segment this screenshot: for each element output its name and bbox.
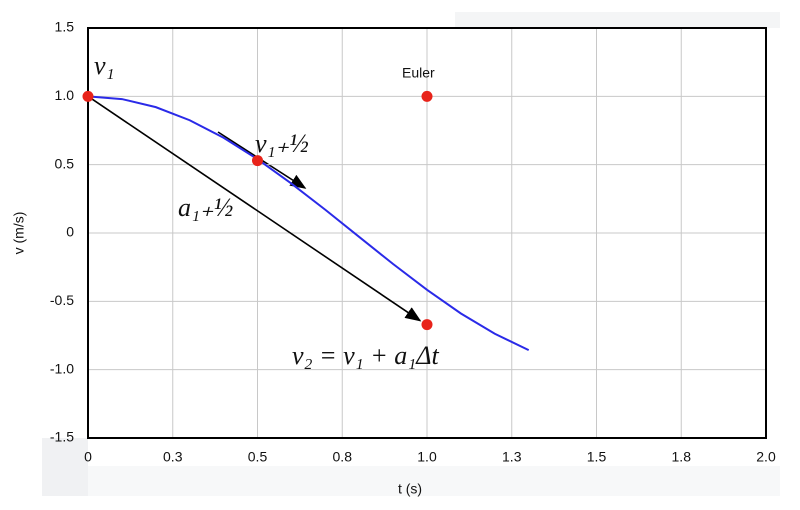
y-tick-label: 0.5 <box>55 155 75 171</box>
x-tick-label: 1.0 <box>417 449 437 465</box>
y-tick-label: -0.5 <box>50 292 74 308</box>
point <box>252 155 263 167</box>
annotation: v₁₊½ <box>255 129 309 158</box>
x-axis-label: t (s) <box>398 481 422 497</box>
x-tick-label: 0 <box>84 449 92 465</box>
point <box>421 90 433 102</box>
y-tick-label: -1.5 <box>50 429 74 445</box>
y-axis-label: v (m/s) <box>11 212 27 255</box>
y-tick-label: 1.0 <box>55 87 75 103</box>
x-tick-label: 2.0 <box>756 449 776 465</box>
annotation: v₂ = v₁ + a₁Δt <box>292 341 440 370</box>
point <box>421 319 433 331</box>
x-tick-label: 1.3 <box>502 449 522 465</box>
annotation: Euler <box>402 65 435 81</box>
background <box>455 12 780 28</box>
plot-frame <box>87 27 767 439</box>
x-tick-label: 1.8 <box>672 449 692 465</box>
y-tick-label: 1.5 <box>55 19 75 35</box>
background <box>88 466 780 496</box>
y-tick-label: 0 <box>66 224 74 240</box>
x-tick-label: 0.8 <box>333 449 353 465</box>
annotation: v₁ <box>94 51 115 80</box>
x-tick-label: 0.3 <box>163 449 183 465</box>
arrow <box>87 95 422 322</box>
x-tick-label: 1.5 <box>587 449 607 465</box>
annotation: a₁₊½ <box>178 193 233 222</box>
y-tick-label: -1.0 <box>50 360 74 376</box>
velocity-curve <box>87 95 530 352</box>
background <box>42 438 88 496</box>
x-tick-label: 0.5 <box>248 449 268 465</box>
point <box>82 90 94 102</box>
